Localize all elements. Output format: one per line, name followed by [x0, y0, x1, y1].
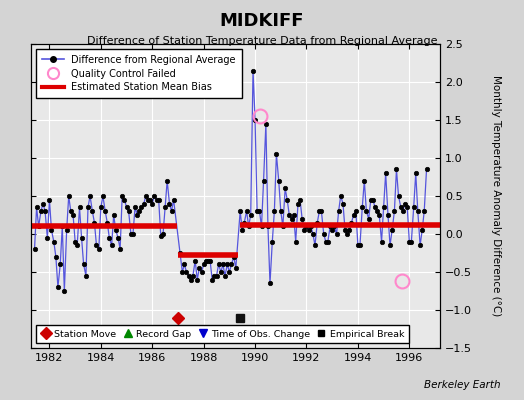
- Y-axis label: Monthly Temperature Anomaly Difference (°C): Monthly Temperature Anomaly Difference (…: [492, 75, 501, 317]
- Text: Berkeley Earth: Berkeley Earth: [424, 380, 500, 390]
- Text: Difference of Station Temperature Data from Regional Average: Difference of Station Temperature Data f…: [87, 36, 437, 46]
- Legend: Station Move, Record Gap, Time of Obs. Change, Empirical Break: Station Move, Record Gap, Time of Obs. C…: [36, 325, 409, 343]
- Text: MIDKIFF: MIDKIFF: [220, 12, 304, 30]
